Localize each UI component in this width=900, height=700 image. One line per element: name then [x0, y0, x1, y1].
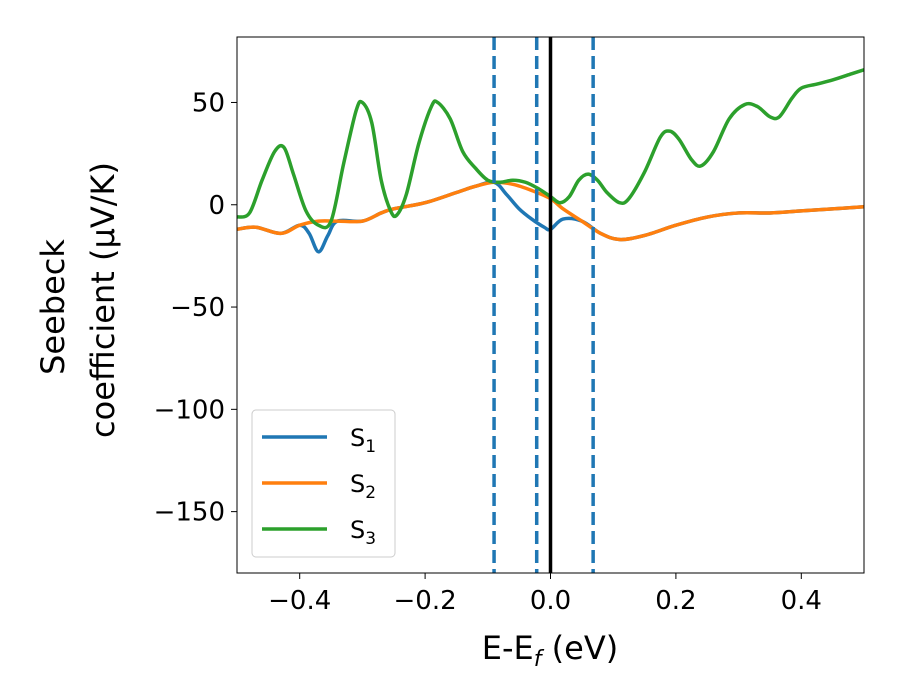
- x-tick-label: 0.0: [530, 586, 571, 616]
- x-tick-label: 0.2: [655, 586, 696, 616]
- series-line-s2: [237, 180, 864, 242]
- y-axis: 50 0 −50 −100 −150: [154, 88, 237, 528]
- y-tick-label: −100: [154, 395, 225, 425]
- y-tick-label: 50: [192, 88, 225, 118]
- y-tick-label: −150: [154, 498, 225, 528]
- plot-area: [237, 37, 864, 573]
- x-axis-title-sub: f: [534, 647, 545, 672]
- x-axis: −0.4 −0.2 0.0 0.2 0.4: [268, 573, 822, 616]
- y-tick-label: 0: [208, 191, 225, 221]
- x-tick-label: −0.2: [394, 586, 457, 616]
- x-tick-label: 0.4: [781, 586, 822, 616]
- series-line-s3: [237, 67, 864, 230]
- legend-label-s2: S2: [350, 470, 376, 503]
- x-axis-title-main: E-E: [482, 629, 534, 667]
- x-tick-label: −0.4: [268, 586, 331, 616]
- legend-label-s3: S3: [350, 516, 376, 549]
- y-tick-label: −50: [170, 293, 225, 323]
- x-axis-title: E-Ef (eV): [482, 629, 618, 672]
- y-axis-title-line1: Seebeck: [34, 239, 72, 375]
- y-axis-title-line2: coefficient (μV/K): [84, 162, 122, 438]
- x-axis-title-unit: (eV): [542, 629, 619, 667]
- legend-label-s1: S1: [350, 424, 376, 457]
- legend: S1 S2 S3: [251, 409, 396, 558]
- y-axis-title: Seebeck coefficient (μV/K): [34, 162, 122, 438]
